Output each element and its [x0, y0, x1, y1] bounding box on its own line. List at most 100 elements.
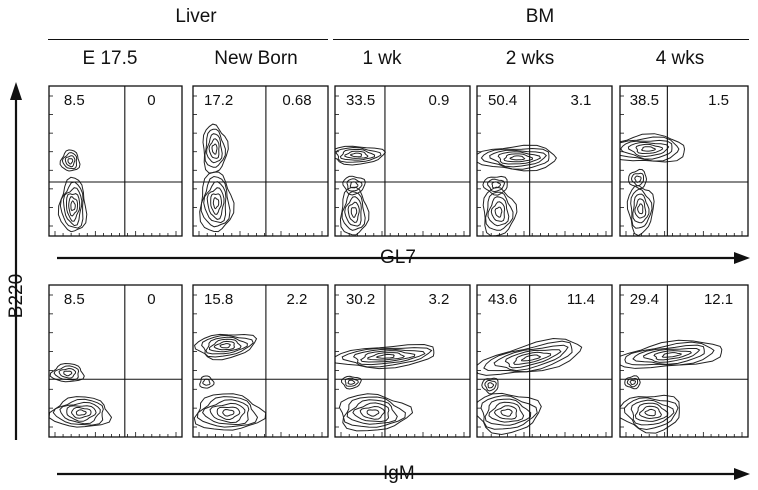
contour-line [342, 396, 406, 428]
contour-line [219, 343, 231, 349]
contour-line [634, 198, 647, 219]
contour-line [624, 341, 715, 366]
contour-plot [335, 145, 387, 236]
contour-line [222, 408, 235, 417]
contour-line [209, 402, 246, 424]
quadrant-upper-right-value: 0.9 [428, 92, 450, 109]
contour-line [194, 333, 258, 361]
contour-line [58, 367, 77, 379]
contour-line [624, 375, 641, 390]
contour-line [488, 401, 525, 423]
panel-frame [192, 284, 329, 438]
quadrant-upper-left-value: 38.5 [629, 92, 659, 109]
contour-line [339, 148, 376, 161]
contour-line [634, 175, 642, 183]
y-axis-label-b220: B220 [6, 273, 27, 319]
contour-line [626, 377, 639, 388]
contour-line [367, 352, 406, 361]
contour-line [521, 354, 542, 362]
contour-line [480, 147, 550, 170]
contour-line [630, 399, 675, 426]
contour-line [630, 172, 644, 187]
contour-line [477, 338, 583, 376]
contour-line [635, 143, 664, 155]
contour-plot [620, 339, 723, 434]
quadrant-upper-left-value: 8.5 [63, 92, 85, 109]
contour-plot [199, 123, 235, 233]
panel-frame [48, 85, 183, 237]
contour-line [66, 193, 81, 222]
contour-plot [57, 149, 88, 233]
contour-line [211, 143, 218, 155]
contour-line [201, 334, 254, 358]
contour-plot [620, 133, 686, 236]
contour-line [484, 379, 497, 392]
group-underline-liver [48, 39, 328, 40]
contour-line [61, 152, 78, 170]
contour-line [350, 207, 358, 218]
contour-line [630, 188, 653, 229]
contour-line [212, 197, 220, 210]
group-label-liver: Liver [175, 6, 217, 27]
contour-line [64, 155, 76, 168]
contour-line [352, 402, 390, 423]
contour-line [477, 144, 558, 172]
contour-line [620, 339, 723, 369]
contour-line [67, 158, 74, 165]
column-label-1wk: 1 wk [362, 48, 402, 69]
quadrant-upper-left-value: 29.4 [629, 291, 659, 308]
contour-line [75, 409, 87, 416]
contour-line [202, 378, 211, 386]
contour-line [626, 184, 655, 236]
contour-line [629, 379, 637, 386]
contour-line [352, 348, 426, 366]
contour-line [487, 196, 510, 227]
contour-line [366, 409, 380, 417]
contour-line [628, 168, 648, 190]
contour-line [202, 123, 229, 174]
contour-line [490, 201, 506, 222]
contour-line [346, 178, 363, 192]
contour-line [644, 408, 656, 417]
contour-line [49, 362, 85, 383]
panel-frame [192, 85, 329, 237]
contour-line [632, 193, 650, 224]
contour-line [484, 398, 532, 426]
contour-line [349, 152, 363, 158]
column-label-2wks: 2 wks [505, 48, 555, 69]
quadrant-upper-right-value: 3.2 [428, 291, 450, 308]
contour-line [66, 405, 97, 422]
contour-line [196, 396, 259, 428]
contour-line [620, 136, 680, 162]
b220-axis-arrow-head [10, 82, 22, 100]
contour-line [491, 181, 502, 189]
quadrant-upper-right-value: 0 [147, 291, 156, 308]
contour-line [342, 175, 366, 196]
quadrant-upper-right-value: 3.1 [570, 92, 592, 109]
contour-line [70, 407, 92, 419]
contour-plot [477, 144, 558, 236]
contour-line [632, 344, 705, 365]
contour-line [375, 353, 395, 359]
quadrant-upper-right-value: 12.1 [703, 291, 734, 308]
contour-line [360, 350, 416, 363]
contour-line [620, 139, 673, 160]
contour-line [347, 201, 360, 224]
contour-line [504, 349, 562, 369]
contour-line [344, 150, 369, 159]
contour-line [509, 155, 526, 161]
contour-line [59, 181, 84, 229]
contour-line [335, 145, 387, 166]
contour-line [338, 393, 414, 432]
contour-line [216, 406, 241, 421]
contour-line [199, 375, 215, 389]
contour-line [477, 392, 542, 436]
panel-frame [476, 85, 613, 237]
quadrant-upper-left-value: 50.4 [488, 92, 518, 109]
contour-line [481, 377, 499, 395]
contour-line [503, 153, 534, 163]
contour-line [63, 370, 73, 377]
contour-line [482, 175, 508, 196]
quadrant-upper-left-value: 17.2 [204, 92, 234, 109]
gl7-axis-arrow-head [734, 252, 750, 264]
